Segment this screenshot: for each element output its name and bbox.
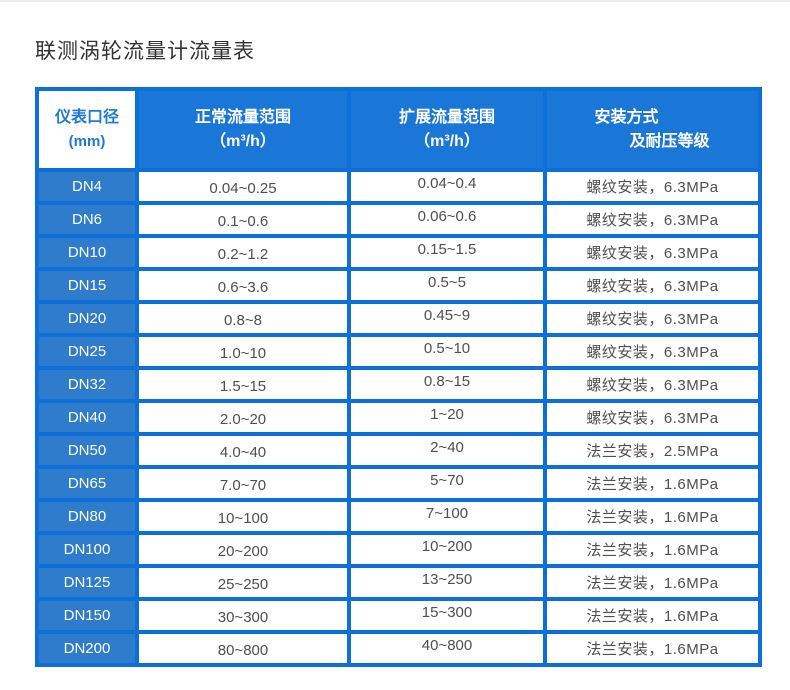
header-extended-range-label: 扩展流量范围 [398, 108, 495, 126]
cell-normal-range: 0.2~1.2 [135, 234, 351, 271]
cell-diameter: DN125 [35, 564, 139, 601]
cell-normal-range: 0.8~8 [135, 300, 351, 337]
cell-normal-range: 20~200 [135, 531, 351, 568]
header-cell-normal-range: 正常流量范围 （m³/h） [135, 87, 351, 172]
header-normal-range-unit: （m³/h） [210, 132, 276, 150]
cell-extended-range: 0.15~1.5 [347, 234, 547, 271]
header-extended-range-unit: （m³/h） [414, 132, 480, 150]
cell-installation: 法兰安装，1.6MPa [543, 597, 762, 634]
cell-installation: 螺纹安装，6.3MPa [543, 267, 762, 304]
cell-installation: 螺纹安装，6.3MPa [543, 399, 762, 436]
table-row: DN40 2.0~20 1~20 螺纹安装，6.3MPa [35, 399, 762, 436]
table-row: DN50 4.0~40 2~40 法兰安装，2.5MPa [35, 432, 762, 469]
cell-normal-range: 1.0~10 [135, 333, 351, 370]
header-cell-extended-range: 扩展流量范围 （m³/h） [347, 87, 547, 172]
cell-installation: 法兰安装，1.6MPa [543, 630, 762, 667]
cell-normal-range: 30~300 [135, 597, 351, 634]
cell-installation: 法兰安装，1.6MPa [543, 465, 762, 502]
page-title: 联测涡轮流量计流量表 [35, 40, 255, 64]
cell-normal-range: 4.0~40 [135, 432, 351, 469]
header-diameter-label: 仪表口径 [54, 108, 119, 126]
table-row: DN80 10~100 7~100 法兰安装，1.6MPa [35, 498, 762, 535]
table-row: DN32 1.5~15 0.8~15 螺纹安装，6.3MPa [35, 366, 762, 403]
cell-installation: 螺纹安装，6.3MPa [543, 168, 762, 205]
table-body: DN4 0.04~0.25 0.04~0.4 螺纹安装，6.3MPa DN6 0.1~0.… [35, 168, 762, 667]
cell-normal-range: 2.0~20 [135, 399, 351, 436]
cell-extended-range: 5~70 [347, 465, 547, 502]
cell-normal-range: 10~100 [135, 498, 351, 535]
cell-extended-range: 0.06~0.6 [347, 201, 547, 238]
cell-extended-range: 2~40 [347, 432, 547, 469]
cell-diameter: DN65 [35, 465, 139, 502]
header-cell-diameter: 仪表口径 (mm) [35, 87, 139, 172]
cell-installation: 法兰安装，1.6MPa [543, 531, 762, 568]
cell-installation: 螺纹安装，6.3MPa [543, 300, 762, 337]
table-row: DN10 0.2~1.2 0.15~1.5 螺纹安装，6.3MPa [35, 234, 762, 271]
cell-extended-range: 40~800 [347, 630, 547, 667]
cell-extended-range: 0.45~9 [347, 300, 547, 337]
header-row: 仪表口径 (mm) 正常流量范围 （m³/h） 扩展流量范围 （m³/h） 安装… [35, 87, 762, 172]
cell-installation: 法兰安装，1.6MPa [543, 498, 762, 535]
flow-rate-table: 仪表口径 (mm) 正常流量范围 （m³/h） 扩展流量范围 （m³/h） 安装… [35, 87, 762, 667]
cell-extended-range: 0.5~10 [347, 333, 547, 370]
cell-normal-range: 80~800 [135, 630, 351, 667]
cell-extended-range: 1~20 [347, 399, 547, 436]
cell-extended-range: 0.04~0.4 [347, 168, 547, 205]
cell-diameter: DN40 [35, 399, 139, 436]
cell-installation: 螺纹安装，6.3MPa [543, 366, 762, 403]
cell-installation: 法兰安装，1.6MPa [543, 564, 762, 601]
cell-extended-range: 0.5~5 [347, 267, 547, 304]
table-row: DN125 25~250 13~250 法兰安装，1.6MPa [35, 564, 762, 601]
table-row: DN65 7.0~70 5~70 法兰安装，1.6MPa [35, 465, 762, 502]
cell-extended-range: 7~100 [347, 498, 547, 535]
cell-diameter: DN25 [35, 333, 139, 370]
cell-installation: 螺纹安装，6.3MPa [543, 234, 762, 271]
cell-extended-range: 15~300 [347, 597, 547, 634]
cell-normal-range: 7.0~70 [135, 465, 351, 502]
cell-diameter: DN15 [35, 267, 139, 304]
cell-diameter: DN4 [35, 168, 139, 205]
cell-installation: 法兰安装，2.5MPa [543, 432, 762, 469]
table-row: DN15 0.6~3.6 0.5~5 螺纹安装，6.3MPa [35, 267, 762, 304]
cell-diameter: DN150 [35, 597, 139, 634]
header-diameter-unit: (mm) [68, 132, 106, 150]
table-row: DN150 30~300 15~300 法兰安装，1.6MPa [35, 597, 762, 634]
table-row: DN4 0.04~0.25 0.04~0.4 螺纹安装，6.3MPa [35, 168, 762, 205]
cell-diameter: DN32 [35, 366, 139, 403]
cell-normal-range: 0.6~3.6 [135, 267, 351, 304]
table-row: DN200 80~800 40~800 法兰安装，1.6MPa [35, 630, 762, 667]
cell-normal-range: 1.5~15 [135, 366, 351, 403]
cell-extended-range: 13~250 [347, 564, 547, 601]
header-installation-label: 安装方式 [594, 108, 659, 126]
header-normal-range-label: 正常流量范围 [194, 108, 291, 126]
cell-diameter: DN80 [35, 498, 139, 535]
cell-extended-range: 10~200 [347, 531, 547, 568]
header-cell-installation: 安装方式 及耐压等级 [543, 87, 762, 172]
cell-diameter: DN20 [35, 300, 139, 337]
table-header: 仪表口径 (mm) 正常流量范围 （m³/h） 扩展流量范围 （m³/h） 安装… [35, 87, 762, 172]
cell-diameter: DN10 [35, 234, 139, 271]
table-row: DN20 0.8~8 0.45~9 螺纹安装，6.3MPa [35, 300, 762, 337]
cell-normal-range: 0.04~0.25 [135, 168, 351, 205]
cell-diameter: DN100 [35, 531, 139, 568]
cell-extended-range: 0.8~15 [347, 366, 547, 403]
cell-diameter: DN200 [35, 630, 139, 667]
cell-diameter: DN50 [35, 432, 139, 469]
header-installation-sub-label: 及耐压等级 [629, 132, 710, 150]
cell-normal-range: 25~250 [135, 564, 351, 601]
cell-diameter: DN6 [35, 201, 139, 238]
table-row: DN25 1.0~10 0.5~10 螺纹安装，6.3MPa [35, 333, 762, 370]
cell-normal-range: 0.1~0.6 [135, 201, 351, 238]
cell-installation: 螺纹安装，6.3MPa [543, 333, 762, 370]
table-row: DN6 0.1~0.6 0.06~0.6 螺纹安装，6.3MPa [35, 201, 762, 238]
cell-installation: 螺纹安装，6.3MPa [543, 201, 762, 238]
table-row: DN100 20~200 10~200 法兰安装，1.6MPa [35, 531, 762, 568]
